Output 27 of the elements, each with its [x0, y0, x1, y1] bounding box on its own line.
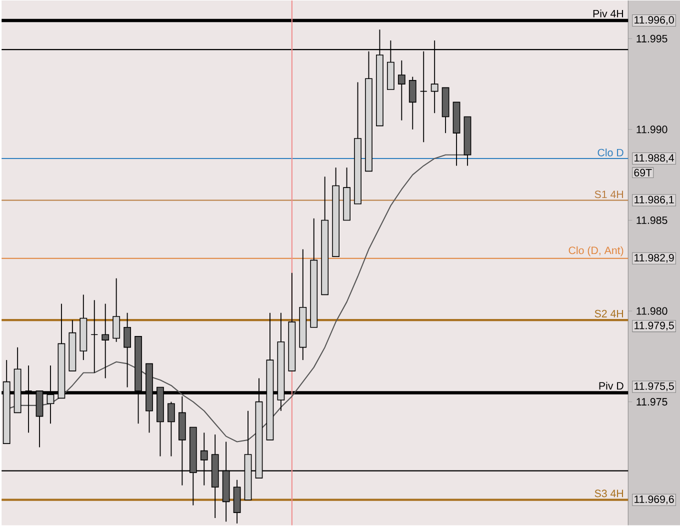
ref-line-label: Clo D [598, 148, 624, 156]
ref-line-label: S1 4H [594, 190, 623, 198]
candlestick [112, 278, 120, 342]
text: 69T [634, 168, 652, 177]
text: 11.996,0 [634, 16, 674, 25]
ref-line-label: S3 4H [594, 490, 623, 498]
candlestick [90, 300, 98, 374]
text: 11.969,6 [634, 496, 674, 504]
text: 11.975,5 [634, 382, 674, 392]
y-tick-label: 11.975 [636, 398, 668, 406]
text: 11.986,1 [634, 196, 674, 205]
y-tick-label: 11.985 [636, 216, 668, 224]
ref-line-label: Piv D [599, 382, 624, 390]
ref-line-label: S2 4H [594, 310, 623, 318]
text: 11.988,4 [634, 154, 674, 163]
candlestick [102, 303, 110, 379]
candlestick [408, 76, 416, 130]
text: 11.982,9 [634, 254, 674, 263]
ref-line-label: Clo (D, Ant) [568, 246, 624, 256]
text: 11.979,5 [634, 322, 674, 331]
y-tick-label: 11.990 [636, 126, 668, 134]
candlestick [168, 401, 175, 457]
y-tick-label: 11.995 [636, 34, 668, 43]
y-tick-label: 11.980 [636, 307, 668, 315]
candlestick [124, 312, 131, 388]
candlestick [398, 60, 406, 121]
ref-line-label: Piv 4H [593, 10, 623, 18]
